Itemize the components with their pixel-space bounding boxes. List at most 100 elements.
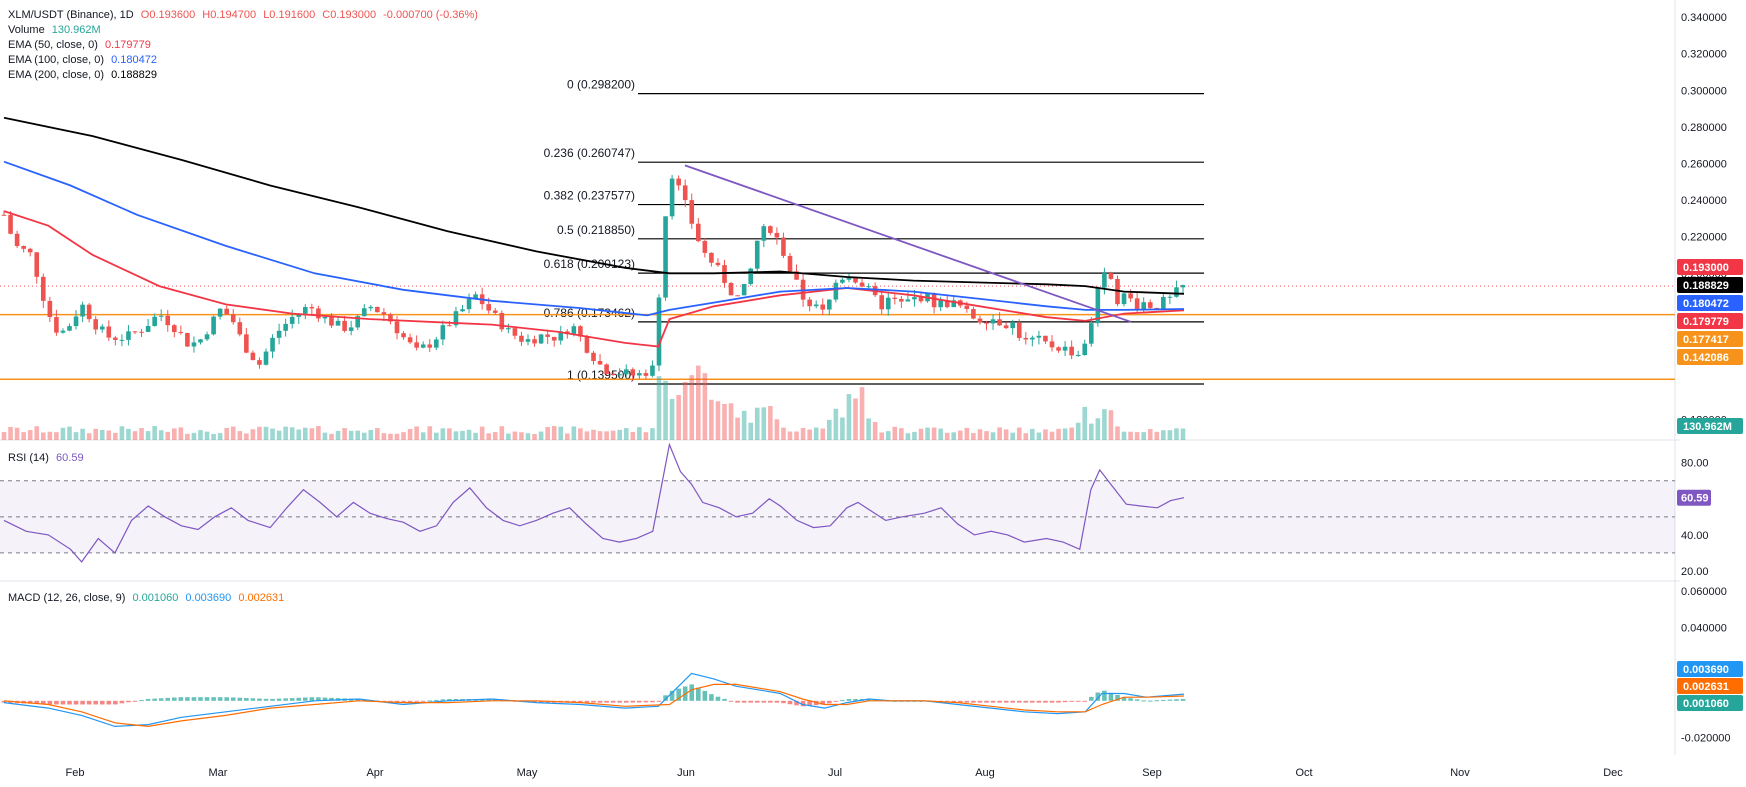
volume-bar: [630, 431, 636, 440]
macd-histogram-bar: [578, 700, 583, 703]
time-axis-tick: Sep: [1142, 767, 1162, 779]
macd-histogram-bar: [86, 700, 92, 705]
candle-body: [643, 373, 649, 376]
candle-body: [591, 352, 596, 361]
candle-body: [1121, 293, 1127, 305]
macd-histogram-bar: [827, 700, 832, 704]
candle-body: [1141, 302, 1146, 310]
volume-bar: [545, 427, 550, 440]
volume-bar: [1069, 427, 1074, 440]
volume-bar: [1161, 430, 1166, 440]
macd-histogram-bar: [67, 700, 72, 705]
macd-histogram-bar: [722, 698, 727, 701]
volume-bar: [1154, 431, 1160, 440]
volume-bar: [217, 433, 223, 440]
macd-histogram-bar: [1023, 700, 1029, 703]
macd-histogram-bar: [872, 699, 878, 701]
candle-body: [250, 352, 256, 361]
macd-histogram-bar: [1043, 700, 1048, 703]
candle-body: [899, 298, 904, 302]
volume-bar: [604, 431, 609, 440]
volume-bar: [322, 432, 328, 440]
candle-body: [997, 319, 1002, 326]
macd-tag: [1677, 661, 1743, 677]
volume-bar: [859, 387, 865, 440]
volume-bar: [276, 430, 282, 440]
price-tag: [1677, 295, 1743, 311]
macd-histogram-bar: [80, 700, 85, 705]
volume-bar: [682, 381, 688, 440]
candle-body: [204, 334, 210, 340]
volume-bar: [944, 432, 950, 440]
volume-bar: [230, 426, 236, 440]
macd-histogram-bar: [191, 697, 197, 701]
candle-body: [1075, 354, 1081, 356]
volume-bar: [329, 433, 334, 440]
ema200-legend: EMA (200, close, 0) 0.188829: [8, 68, 161, 82]
volume-bar: [1003, 429, 1009, 440]
candle-body: [794, 271, 799, 280]
candle-body: [905, 299, 911, 302]
candle-body: [54, 317, 59, 333]
volume-bar: [643, 432, 649, 440]
macd-tag: [1677, 678, 1743, 694]
candle-body: [879, 295, 884, 310]
time-axis-tick: Apr: [366, 767, 383, 779]
macd-histogram-bar: [309, 697, 315, 701]
candle-body: [1128, 293, 1133, 299]
candle-body: [833, 282, 839, 300]
volume-bar: [1082, 406, 1088, 440]
candle-body: [571, 326, 577, 335]
volume-bar: [571, 426, 577, 440]
macd-histogram-bar: [958, 700, 963, 703]
volume-bar: [512, 431, 518, 440]
candle-body: [309, 307, 315, 309]
macd-histogram-bar: [709, 694, 714, 701]
macd-histogram-bar: [158, 698, 164, 701]
volume-bar: [591, 429, 596, 440]
candle-body: [578, 326, 583, 337]
fib-level-label: 0.236 (0.260747): [544, 146, 635, 160]
time-axis-tick: Jun: [677, 767, 695, 779]
volume-bar: [486, 433, 491, 440]
candle-body: [597, 360, 603, 365]
macd-histogram-bar: [355, 698, 360, 701]
candle-body: [761, 226, 767, 241]
fib-level-label: 0.382 (0.237577): [544, 189, 635, 203]
time-axis-tick: Mar: [209, 767, 228, 779]
volume-bar: [158, 430, 164, 440]
macd-histogram-bar: [591, 700, 596, 703]
candle-body: [1095, 287, 1101, 324]
price-axis-tick: 0.220000: [1681, 232, 1727, 244]
candle-body: [407, 337, 413, 343]
volume-bar: [244, 433, 249, 440]
macd-histogram-bar: [617, 700, 622, 703]
macd-histogram-bar: [407, 700, 413, 703]
candle-body: [86, 304, 92, 320]
candle-body: [696, 223, 701, 242]
macd-histogram-bar: [800, 700, 806, 707]
macd-histogram-bar: [394, 700, 400, 703]
macd-histogram-bar: [93, 700, 98, 705]
volume-bar: [951, 432, 957, 440]
candle-body: [263, 351, 269, 365]
candle-body: [296, 313, 302, 317]
macd-axis-tick: 0.040000: [1681, 623, 1727, 635]
volume-bar: [1108, 410, 1114, 440]
macd-histogram-bar: [604, 700, 609, 703]
macd-histogram-bar: [420, 700, 426, 702]
macd-histogram-bar: [1134, 699, 1140, 701]
macd-histogram-bar: [715, 696, 721, 701]
volume-bar: [126, 428, 131, 440]
candle-body: [1030, 337, 1035, 340]
candle-body: [604, 364, 609, 374]
volume-bar: [99, 430, 105, 440]
volume-bar: [1147, 429, 1153, 440]
volume-bar: [113, 432, 118, 440]
volume-bar: [492, 432, 498, 440]
candle-body: [1049, 341, 1055, 348]
candle-body: [735, 295, 740, 297]
candle-body: [132, 331, 138, 333]
volume-bar: [866, 418, 871, 440]
